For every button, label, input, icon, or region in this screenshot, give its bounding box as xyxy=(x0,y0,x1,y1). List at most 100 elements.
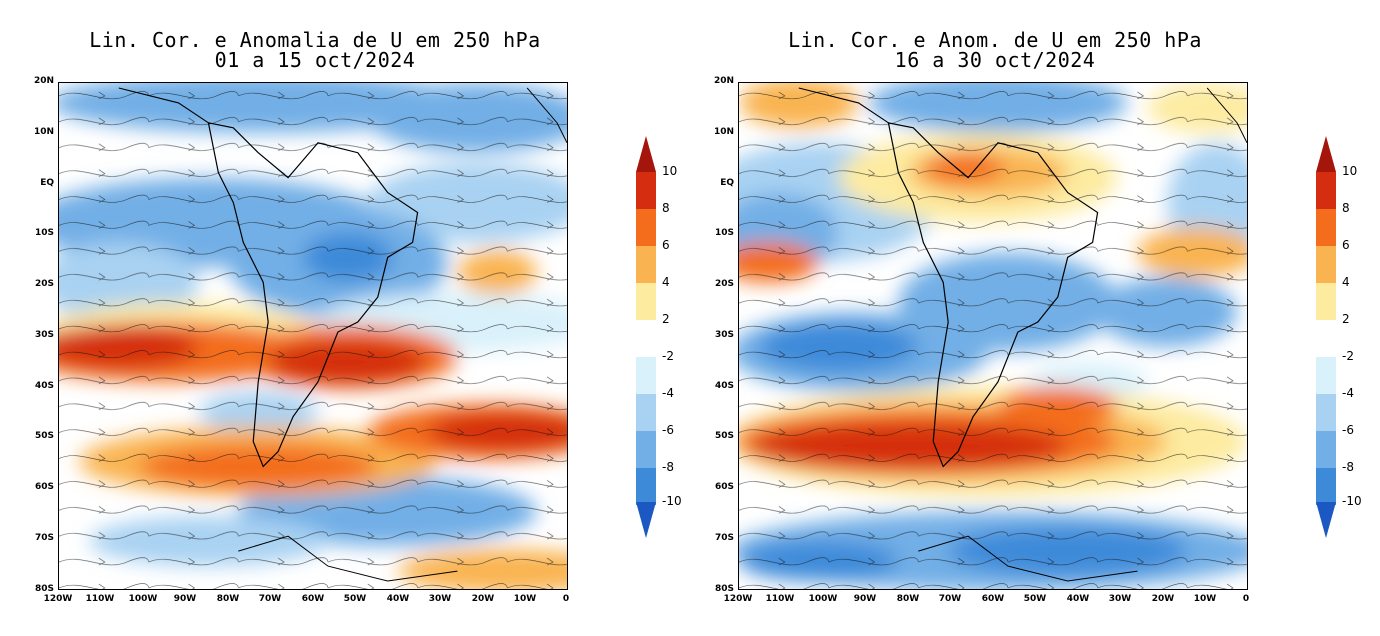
left-panel-title: Lin. Cor. e Anomalia de U em 250 hPa 01 … xyxy=(60,30,570,70)
right-lat-label: 50S xyxy=(714,431,734,441)
left-lon-label: 10W xyxy=(513,594,537,604)
right-lon-label: 60W xyxy=(981,594,1005,604)
left-colorbar-label: 8 xyxy=(662,201,670,215)
right-panel: Lin. Cor. e Anom. de U em 250 hPa 16 a 3… xyxy=(680,0,1362,636)
right-lon-label: 80W xyxy=(896,594,920,604)
right-lon-label: 40W xyxy=(1066,594,1090,604)
left-lon-label: 70W xyxy=(258,594,282,604)
right-colorbar-arrow-bottom xyxy=(1316,502,1336,538)
left-streamlines xyxy=(59,83,567,589)
left-colorbar-label: -4 xyxy=(662,386,674,400)
left-colorbar-label: -10 xyxy=(662,494,682,508)
right-colorbar-label: 8 xyxy=(1342,201,1350,215)
left-colorbar-label: 6 xyxy=(662,238,670,252)
left-continent-outline xyxy=(207,122,419,468)
right-lon-label: 10W xyxy=(1193,594,1217,604)
left-lon-label: 40W xyxy=(386,594,410,604)
right-colorbar-label: -10 xyxy=(1342,494,1362,508)
left-map-svg xyxy=(59,83,567,589)
left-africa-coast xyxy=(526,87,567,143)
left-lat-label: 10S xyxy=(34,228,54,238)
left-colorbar-label: 2 xyxy=(662,312,670,326)
left-lat-label: EQ xyxy=(40,178,54,188)
right-map-svg xyxy=(739,83,1247,589)
right-title-line1: Lin. Cor. e Anom. de U em 250 hPa xyxy=(788,28,1202,52)
right-panel-title: Lin. Cor. e Anom. de U em 250 hPa 16 a 3… xyxy=(740,30,1250,70)
right-lon-label: 120W xyxy=(723,594,753,604)
right-lon-label: 0 xyxy=(1242,594,1250,604)
right-lon-label: 70W xyxy=(938,594,962,604)
left-colorbar-arrow-bottom xyxy=(636,502,656,538)
left-lon-label: 60W xyxy=(301,594,325,604)
right-colorbar xyxy=(1316,136,1336,538)
right-lon-label: 100W xyxy=(808,594,838,604)
left-colorbar-label: 4 xyxy=(662,275,670,289)
right-streamlines xyxy=(739,83,1247,589)
left-colorbar xyxy=(636,136,656,538)
right-lat-label: 20S xyxy=(714,279,734,289)
left-colorbar-band xyxy=(636,172,656,209)
left-lon-label: 80W xyxy=(216,594,240,604)
left-lon-label: 120W xyxy=(43,594,73,604)
right-lat-label: 70S xyxy=(714,533,734,543)
right-lat-label: 10N xyxy=(713,127,734,137)
left-map xyxy=(58,82,568,590)
right-lat-label: 30S xyxy=(714,330,734,340)
left-colorbar-arrow-top xyxy=(636,136,656,172)
right-colorbar-arrow-top xyxy=(1316,136,1336,172)
right-lat-label: 40S xyxy=(714,381,734,391)
right-colorbar-band xyxy=(1316,172,1336,209)
left-lat-label: 60S xyxy=(34,482,54,492)
right-lat-label: EQ xyxy=(720,178,734,188)
left-lat-label: 10N xyxy=(33,127,54,137)
left-central-america xyxy=(118,87,209,124)
right-lat-label: 60S xyxy=(714,482,734,492)
right-central-america xyxy=(798,87,889,124)
left-lon-label: 50W xyxy=(343,594,367,604)
left-lon-label: 20W xyxy=(471,594,495,604)
left-colorbar-band xyxy=(636,246,656,283)
right-colorbar-label: 6 xyxy=(1342,238,1350,252)
right-antarctica xyxy=(918,535,1138,582)
right-colorbar-band xyxy=(1316,320,1336,357)
left-title-line1: Lin. Cor. e Anomalia de U em 250 hPa xyxy=(89,28,541,52)
right-lat-label: 20N xyxy=(713,76,734,86)
right-lat-label: 10S xyxy=(714,228,734,238)
right-colorbar-band xyxy=(1316,431,1336,468)
left-lon-label: 100W xyxy=(128,594,158,604)
left-colorbar-band xyxy=(636,431,656,468)
left-colorbar-band xyxy=(636,394,656,431)
left-colorbar-label: -8 xyxy=(662,460,674,474)
right-colorbar-label: -6 xyxy=(1342,423,1354,437)
left-colorbar-label: -2 xyxy=(662,349,674,363)
left-lat-label: 80S xyxy=(34,584,54,594)
left-lat-label: 30S xyxy=(34,330,54,340)
left-colorbar-band xyxy=(636,468,656,505)
right-colorbar-label: 4 xyxy=(1342,275,1350,289)
right-colorbar-label: -2 xyxy=(1342,349,1354,363)
right-colorbar-band xyxy=(1316,468,1336,505)
left-lon-label: 90W xyxy=(173,594,197,604)
right-title-line2: 16 a 30 oct/2024 xyxy=(894,48,1096,72)
left-colorbar-band xyxy=(636,357,656,394)
right-lon-label: 30W xyxy=(1108,594,1132,604)
left-lon-label: 0 xyxy=(562,594,570,604)
right-colorbar-label: -8 xyxy=(1342,460,1354,474)
right-lon-label: 110W xyxy=(765,594,795,604)
right-colorbar-band xyxy=(1316,283,1336,320)
left-colorbar-band xyxy=(636,320,656,357)
left-colorbar-label: -6 xyxy=(662,423,674,437)
left-colorbar-band xyxy=(636,283,656,320)
left-lat-label: 40S xyxy=(34,381,54,391)
left-lon-label: 110W xyxy=(85,594,115,604)
left-lat-label: 70S xyxy=(34,533,54,543)
right-map xyxy=(738,82,1248,590)
right-lat-label: 80S xyxy=(714,584,734,594)
right-continent-outline xyxy=(887,122,1099,468)
left-lat-label: 20N xyxy=(33,76,54,86)
left-antarctica xyxy=(238,535,458,582)
right-colorbar-label: 2 xyxy=(1342,312,1350,326)
left-title-line2: 01 a 15 oct/2024 xyxy=(214,48,416,72)
left-lat-label: 50S xyxy=(34,431,54,441)
left-colorbar-label: 10 xyxy=(662,164,678,178)
